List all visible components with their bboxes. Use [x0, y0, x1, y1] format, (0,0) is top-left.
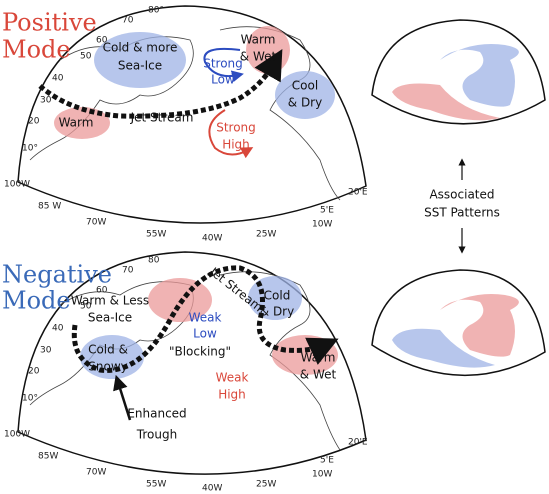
grid-label: 85 W [38, 202, 61, 212]
grid-label: 70W [86, 468, 106, 478]
grid-label: 10W [312, 220, 332, 230]
grid-label: 55W [146, 480, 166, 490]
grid-label: 60 [96, 286, 108, 296]
grid-label: 40 [52, 74, 64, 84]
pressure-label: Low [193, 327, 217, 341]
grid-label: 25W [256, 480, 276, 490]
grid-label: 10° [22, 144, 38, 154]
region-label: & Dry [288, 96, 322, 110]
region-label: Cold & more [103, 41, 178, 55]
region-label: & Wet [240, 50, 277, 64]
grid-label: 55W [146, 230, 166, 240]
grid-label: 5'E [320, 206, 334, 216]
region-label: Warm [59, 116, 94, 130]
grid-label: 100W [4, 430, 30, 440]
grid-label: 20'E [348, 188, 368, 198]
grid-label: 25W [256, 230, 276, 240]
grid-label: 20 [28, 117, 40, 127]
grid-label: 40W [202, 484, 222, 494]
grid-label: 40W [202, 234, 222, 244]
grid-label: 50 [80, 302, 92, 312]
trough-label: Trough [136, 428, 177, 442]
grid-label: 30 [40, 346, 52, 356]
pressure-label: Weak [189, 311, 222, 325]
region-label: Snowy [88, 360, 127, 374]
region-label: Warm [241, 33, 276, 47]
region-label: & Wet [300, 368, 337, 382]
grid-label: 20'E [348, 438, 368, 448]
grid-labels: 80° 70 60 50 40 30 20 10° 100W 85 W 70W 55W 40W 25W 10… [4, 6, 368, 494]
grid-label: 80 [148, 256, 160, 266]
region-label: Sea-Ice [118, 59, 162, 73]
sst-inset-positive [371, 19, 546, 125]
region-label: Cool [292, 79, 318, 93]
region-label: Sea-Ice [88, 311, 132, 325]
grid-label: 5'E [320, 456, 334, 466]
mode-title: Mode [2, 36, 71, 64]
grid-label: 70W [86, 218, 106, 228]
mode-title: Positive [2, 9, 97, 37]
grid-label: 30 [40, 96, 52, 106]
region-label: Cold [264, 289, 291, 303]
grid-label: 70 [122, 16, 134, 26]
pressure-label: High [218, 388, 246, 402]
region-label: Warm & Less [71, 294, 149, 308]
pressure-label: Strong [216, 121, 256, 135]
region-label: Cold & [88, 343, 128, 357]
sst-caption: SST Patterns [424, 206, 500, 220]
region-label: & Dry [260, 305, 294, 319]
jet-label: Jet Stream [130, 111, 194, 125]
trough-label: Enhanced [127, 407, 186, 421]
sst-caption: Associated [429, 188, 494, 202]
grid-label: 70 [122, 266, 134, 276]
grid-label: 100W [4, 180, 30, 190]
grid-label: 10° [22, 394, 38, 404]
grid-label: 60 [96, 36, 108, 46]
mode-title: Mode [2, 287, 71, 315]
pressure-label: Weak [216, 371, 249, 385]
pressure-label: Strong [203, 57, 243, 71]
grid-label: 80° [148, 6, 164, 16]
negative-map [17, 251, 367, 475]
blocking-label: "Blocking" [169, 345, 231, 359]
region-label: Warm [301, 351, 336, 365]
grid-label: 20 [28, 367, 40, 377]
pressure-label: High [222, 138, 250, 152]
grid-label: 40 [52, 324, 64, 334]
grid-label: 10W [312, 470, 332, 480]
sst-inset-negative [371, 269, 546, 376]
grid-label: 85W [38, 452, 58, 462]
grid-label: 50 [80, 52, 92, 62]
mode-title: Negative [2, 261, 112, 289]
positive-map [17, 5, 367, 224]
pressure-label: Low [211, 73, 235, 87]
